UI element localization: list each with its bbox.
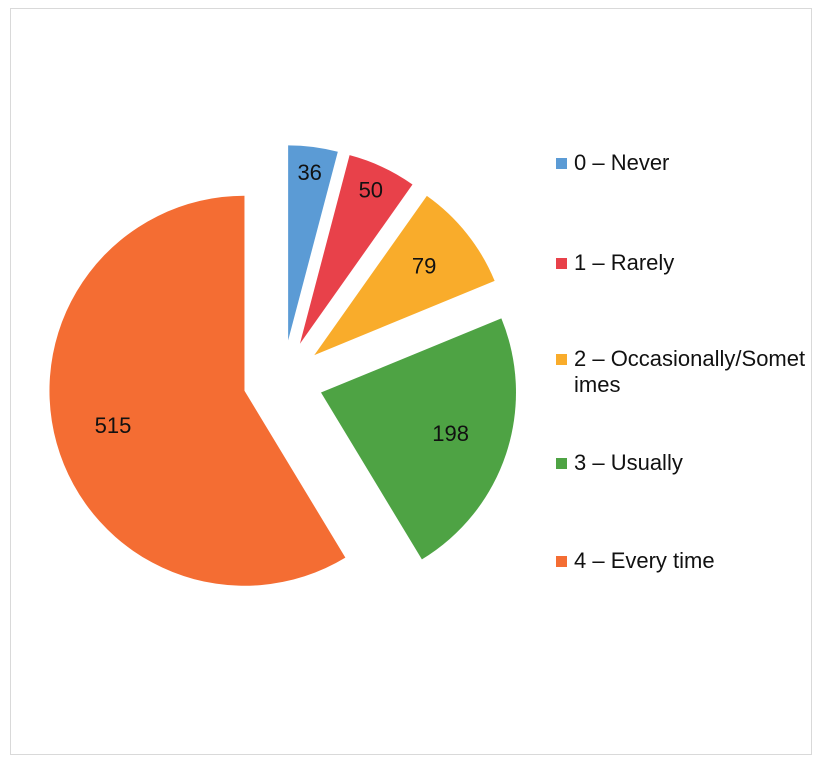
- data-label-every-time: 515: [95, 413, 132, 438]
- data-label-occasionally: 79: [412, 253, 436, 278]
- legend-swatch-every-time: [556, 556, 567, 567]
- pie-slice-never: [288, 145, 338, 341]
- pie-slice-every-time: [49, 195, 346, 586]
- data-label-rarely: 50: [359, 178, 383, 203]
- legend-label-occasionally: 2 – Occasionally/Sometimes: [574, 346, 806, 397]
- legend-label-never: 0 – Never: [574, 150, 670, 175]
- data-label-never: 36: [297, 160, 321, 185]
- legend-swatch-usually: [556, 458, 567, 469]
- data-label-usually: 198: [432, 421, 469, 446]
- legend-label-usually: 3 – Usually: [574, 450, 683, 475]
- legend-swatch-never: [556, 158, 567, 169]
- legend-label-every-time: 4 – Every time: [574, 548, 715, 573]
- pie-slice-occasionally: [314, 195, 495, 356]
- pie-slice-rarely: [299, 155, 413, 344]
- legend-swatch-rarely: [556, 258, 567, 269]
- legend-swatch-occasionally: [556, 354, 567, 365]
- pie-slice-usually: [320, 318, 516, 560]
- legend-label-rarely: 1 – Rarely: [574, 250, 675, 275]
